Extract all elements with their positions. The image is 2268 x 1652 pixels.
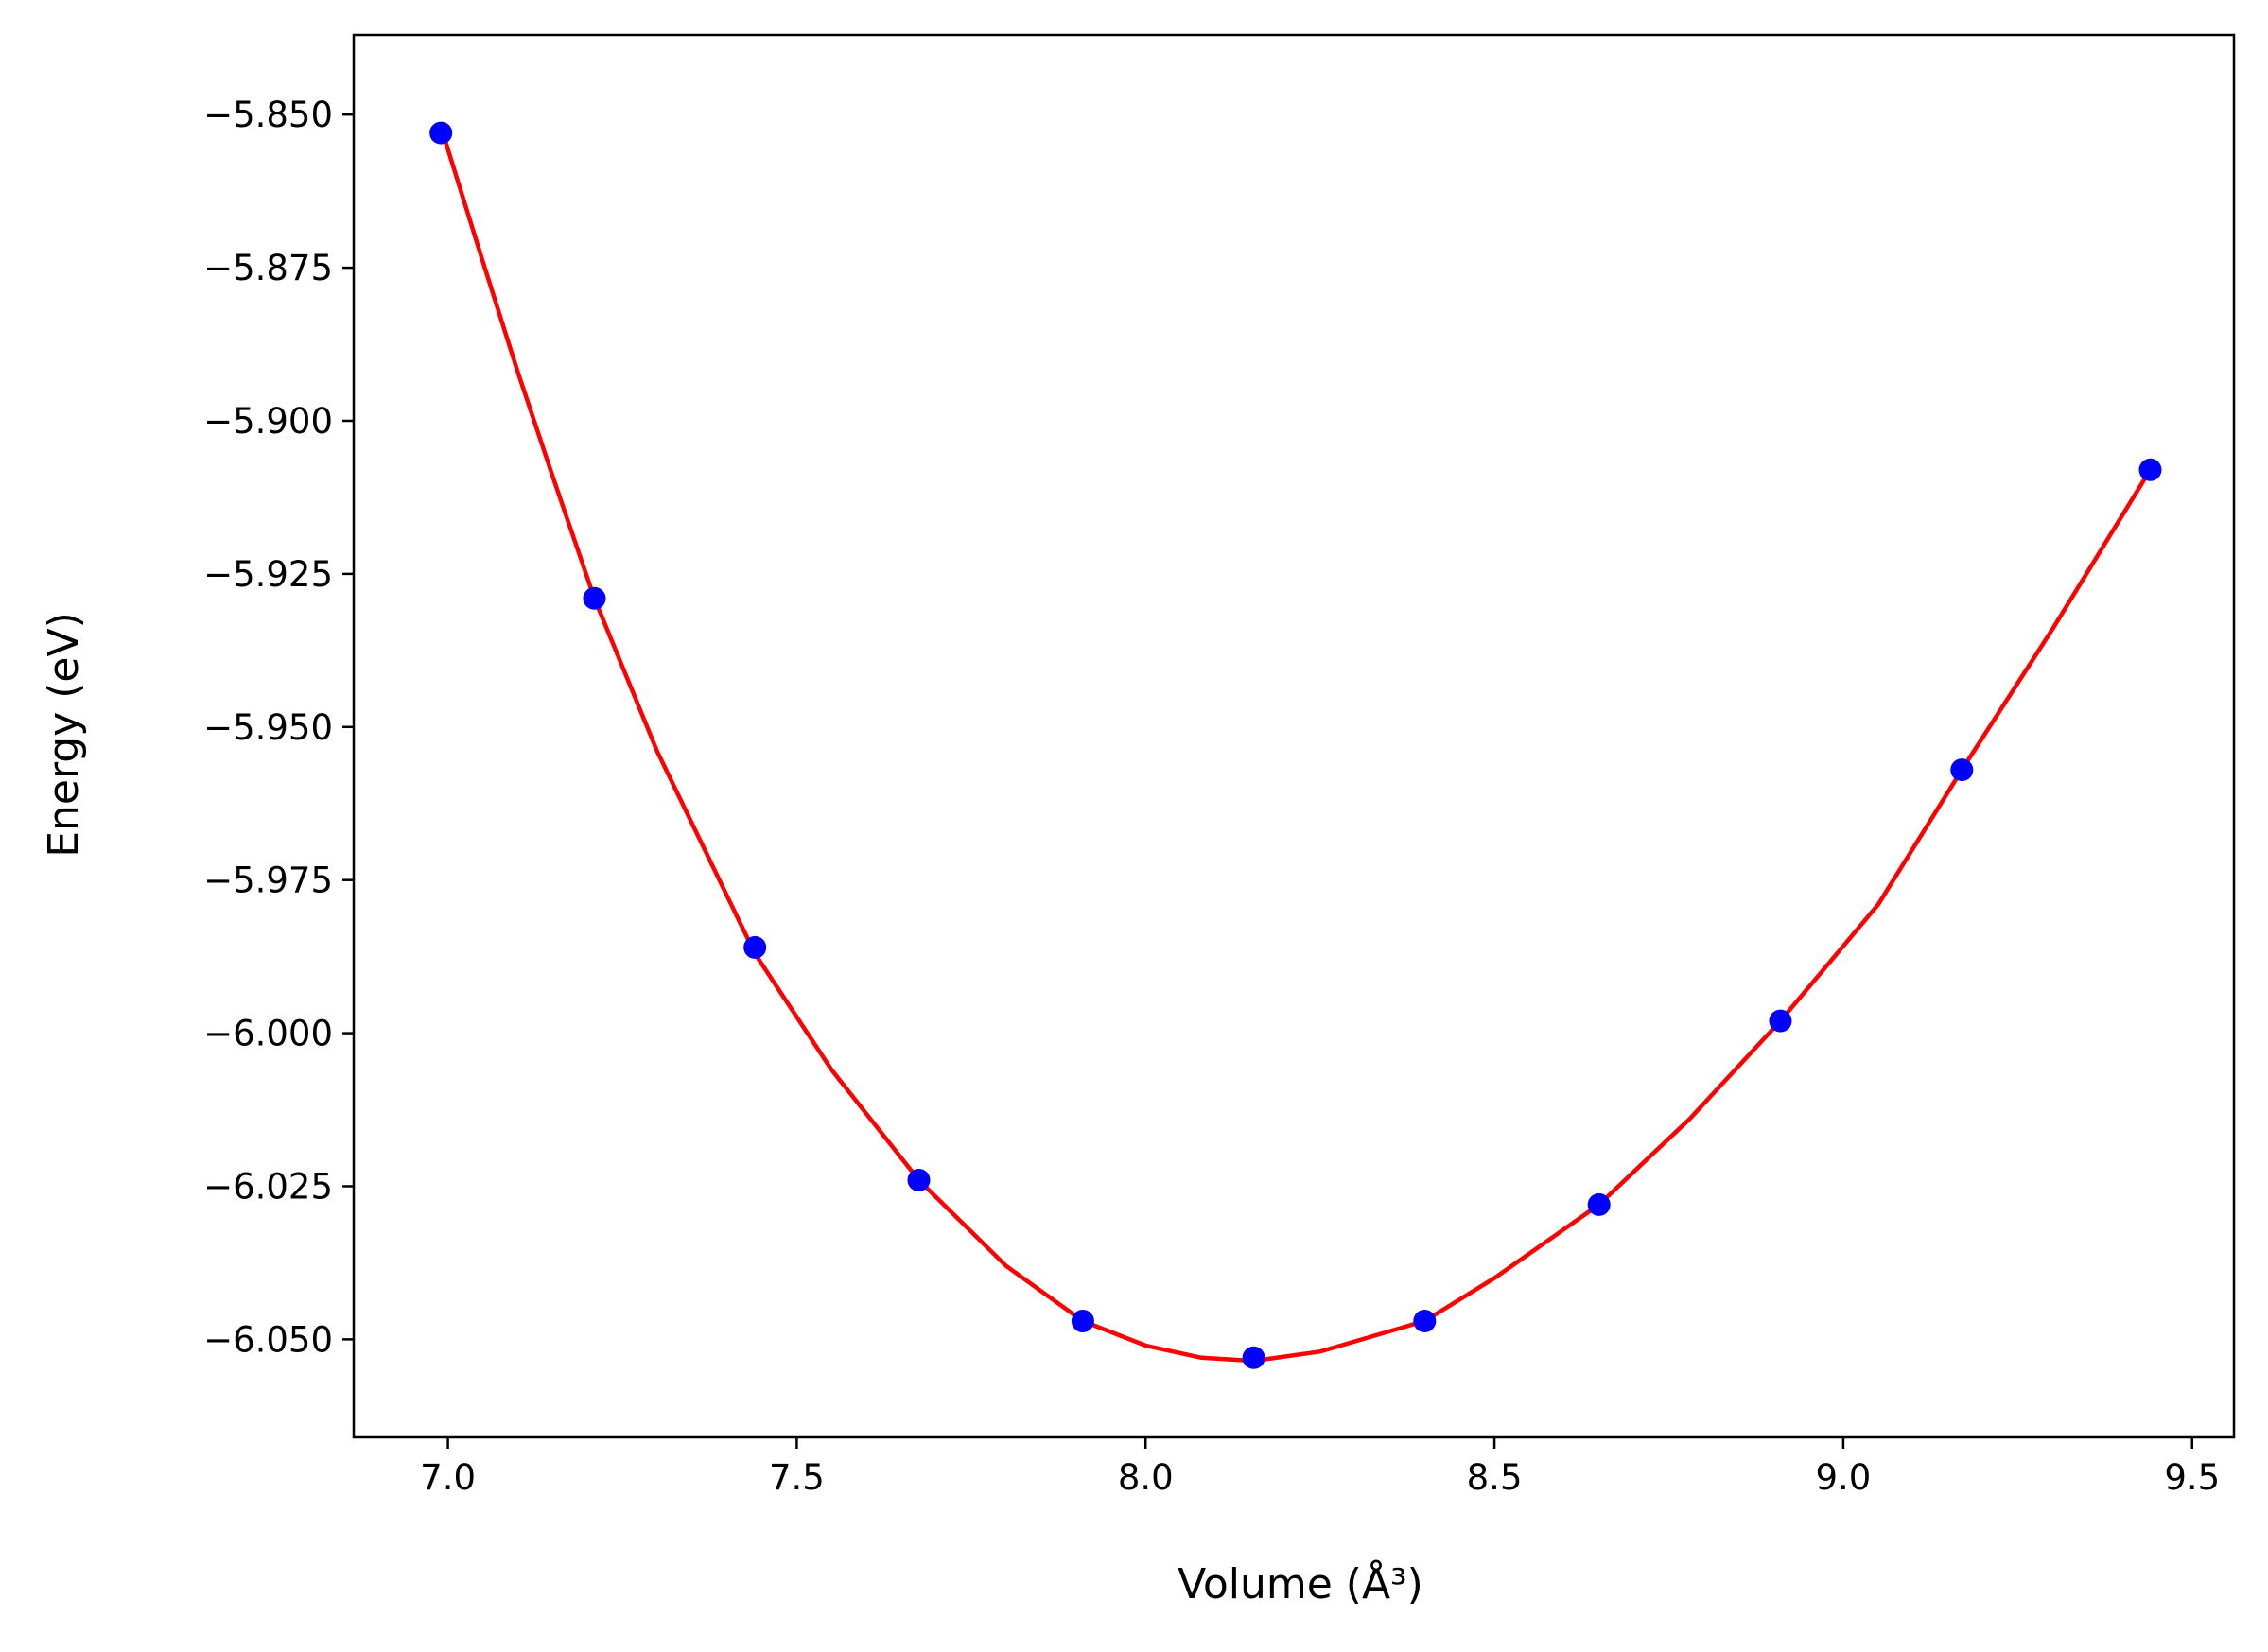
x-tick-label: 8.0 bbox=[1118, 1457, 1174, 1498]
data-point bbox=[583, 586, 606, 610]
y-tick-label: −6.000 bbox=[203, 1014, 333, 1054]
data-point bbox=[429, 121, 453, 145]
data-point bbox=[1242, 1346, 1265, 1369]
y-tick-label: −5.850 bbox=[203, 95, 333, 135]
y-tick-label: −6.025 bbox=[203, 1166, 333, 1207]
x-tick-label: 7.5 bbox=[769, 1457, 825, 1498]
data-point bbox=[1950, 758, 1974, 782]
y-axis-label: Energy (eV) bbox=[40, 612, 88, 858]
data-point bbox=[1071, 1310, 1094, 1332]
x-axis-label: Volume (Å³) bbox=[1178, 1558, 1423, 1609]
data-point bbox=[743, 935, 767, 959]
x-tick-label: 9.5 bbox=[2164, 1457, 2220, 1498]
data-point bbox=[2138, 458, 2162, 481]
fit-curve-line bbox=[439, 126, 2153, 1364]
y-tick-label: −5.900 bbox=[203, 401, 333, 442]
y-tick-label: −5.925 bbox=[203, 554, 333, 595]
data-point bbox=[1413, 1310, 1437, 1332]
x-tick-label: 8.5 bbox=[1467, 1457, 1523, 1498]
data-point bbox=[907, 1169, 931, 1191]
data-point bbox=[1587, 1192, 1611, 1216]
x-axis-ticks: 7.0 7.5 8.0 8.5 9.0 9.5 bbox=[420, 1437, 2220, 1498]
data-points-layer bbox=[429, 121, 2162, 1369]
y-tick-label: −5.975 bbox=[203, 861, 333, 901]
data-point bbox=[1769, 1009, 1792, 1033]
plot-frame bbox=[352, 33, 2236, 1439]
x-tick-label: 9.0 bbox=[1815, 1457, 1871, 1498]
y-axis-ticks: −5.850 −5.875 −5.900 −5.925 −5.950 −5.975 −6.0… bbox=[203, 95, 354, 1360]
fit-curve-layer bbox=[439, 126, 2153, 1364]
x-tick-label: 7.0 bbox=[420, 1457, 476, 1498]
y-tick-label: −5.950 bbox=[203, 707, 333, 748]
y-tick-label: −5.875 bbox=[203, 248, 333, 288]
y-tick-label: −6.050 bbox=[203, 1319, 333, 1360]
